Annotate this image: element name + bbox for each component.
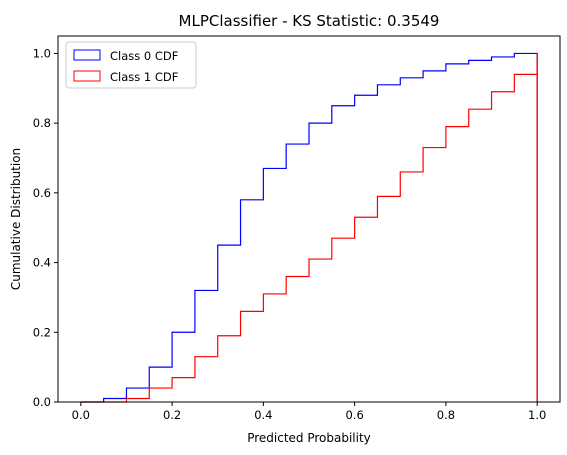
x-tick-label: 0.0 (72, 408, 90, 422)
x-tick-label: 0.8 (437, 408, 455, 422)
y-tick-label: 0.6 (33, 186, 51, 200)
y-tick-label: 0.8 (33, 116, 51, 130)
legend-label: Class 0 CDF (110, 49, 178, 63)
y-axis: 0.0 0.2 0.4 0.6 0.8 1.0 (33, 46, 58, 409)
series-line-0 (80, 52, 538, 403)
x-axis: 0.0 0.2 0.4 0.6 0.8 1.0 (72, 402, 546, 422)
x-tick-label: 0.2 (163, 408, 181, 422)
legend-swatch (73, 70, 101, 82)
legend-box (65, 41, 197, 89)
series-0 (80, 52, 538, 403)
y-tick-label: 0.4 (33, 256, 51, 270)
x-axis-label: Predicted Probability (247, 431, 371, 445)
series-layer (80, 52, 538, 403)
series-1 (80, 53, 538, 403)
legend-label: Class 1 CDF (110, 70, 178, 84)
plot-frame (57, 35, 561, 403)
legend-swatch (73, 49, 101, 61)
series-line-1 (80, 53, 538, 403)
x-tick-label: 0.4 (254, 408, 272, 422)
y-axis-label: Cumulative Distribution (9, 148, 23, 290)
y-tick-label: 0.2 (33, 325, 51, 339)
y-tick-label: 1.0 (33, 46, 51, 60)
chart-title: MLPClassifier - KS Statistic: 0.3549 (179, 12, 440, 30)
legend: Class 0 CDF Class 1 CDF (65, 41, 197, 89)
x-tick-label: 0.6 (345, 408, 363, 422)
y-tick-label: 0.0 (33, 395, 51, 409)
x-tick-label: 1.0 (528, 408, 546, 422)
